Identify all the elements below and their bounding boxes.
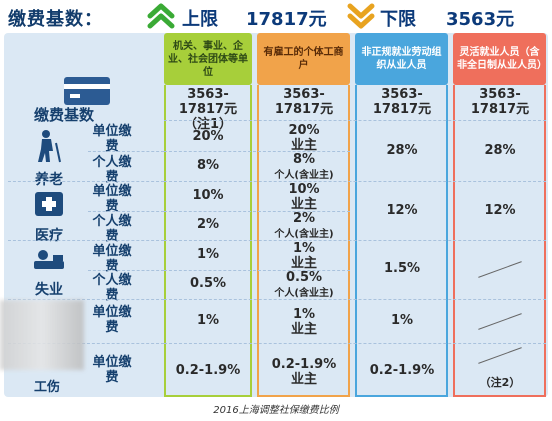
divider: [8, 181, 164, 182]
row-label-injury: 工伤: [34, 380, 61, 395]
medical-personal-cell-2: 2% 个人(含业主): [261, 211, 347, 242]
unemployed-person-icon: [34, 250, 64, 269]
injury-cell-3: 0.2-1.9%: [369, 363, 435, 378]
pension-unit-cell-1: 20%: [192, 129, 224, 144]
medical-personal-cell-1: 2%: [196, 217, 220, 232]
header-bar: 缴费基数： 上限 17817元 下限 3563元: [0, 0, 552, 34]
unemp-cell-3: 1.5%: [383, 261, 421, 276]
pension-cell-3: 28%: [386, 143, 418, 158]
column-body-3: [355, 85, 448, 397]
row-divider: [164, 120, 546, 121]
pension-cell-4: 28%: [484, 143, 516, 158]
maternity-unit-label: 单位缴费: [92, 305, 132, 335]
row-divider: [164, 343, 546, 344]
row-divider: [164, 299, 546, 300]
unemp-personal-payer: 个人(含业主): [274, 288, 334, 299]
unemployment-category: 失业: [24, 249, 74, 299]
unemp-unit-cell-2: 1% 业主: [261, 241, 347, 271]
base-cell-3: 3563-17817元: [372, 87, 432, 117]
medical-unit-cell-1: 10%: [192, 188, 224, 203]
contribution-table: 缴费基数 养老 单位缴费 个人缴费 医疗: [4, 33, 548, 397]
upper-limit-value: 17817元: [246, 9, 327, 30]
pension-personal-cell-2: 8% 个人(含业主): [261, 152, 347, 183]
column-header-informal-employment: 非正规就业劳动组织从业人员: [355, 33, 448, 85]
medical-unit-payer: 业主: [290, 197, 317, 212]
lower-limit-label: 下限: [380, 9, 416, 30]
pension-unit-label: 单位缴费: [92, 124, 132, 154]
base-cell-1: 3563-17817元（注1）: [178, 87, 238, 132]
elderly-icon: [38, 130, 61, 163]
maternity-unit-cell-2: 1% 业主: [261, 307, 347, 337]
injury-unit-rate: 0.2-1.9%: [271, 357, 337, 372]
column-body-2: [257, 85, 350, 397]
medical-personal-rate: 2%: [292, 211, 316, 226]
upper-limit-label: 上限: [182, 9, 218, 30]
injury-cell-4-note: （注2）: [479, 376, 521, 389]
unemp-unit-rate: 1%: [292, 241, 316, 256]
row-label-pension: 养老: [35, 172, 63, 188]
unemp-personal-rate: 0.5%: [285, 270, 323, 285]
pension-unit-payer: 业主: [290, 138, 317, 153]
medical-cell-4: 12%: [484, 203, 516, 218]
injury-unit-cell-2: 0.2-1.9% 业主: [261, 357, 347, 387]
divider: [88, 270, 164, 271]
row-divider: [164, 211, 350, 212]
card-icon: [64, 77, 110, 105]
row-label-medical: 医疗: [35, 228, 63, 244]
maternity-unit-payer: 业主: [290, 322, 317, 337]
unemp-unit-cell-1: 1%: [196, 247, 220, 262]
maternity-unit-rate: 1%: [292, 307, 316, 322]
injury-unit-cell-1: 0.2-1.9%: [175, 363, 241, 378]
row-label-unemployment: 失业: [35, 282, 63, 298]
divider: [88, 211, 164, 212]
divider: [8, 343, 164, 344]
image-caption: 2016上海调整社保缴费比例: [213, 405, 339, 416]
pension-category: 养老: [24, 129, 74, 189]
column-body-4: [453, 85, 546, 397]
row-label-base: 缴费基数: [34, 106, 95, 124]
pension-unit-rate: 20%: [288, 123, 320, 138]
divider: [88, 151, 164, 152]
divider: [8, 240, 164, 241]
row-divider: [164, 270, 350, 271]
medical-unit-label: 单位缴费: [92, 184, 132, 214]
base-heading: 缴费基数：: [8, 9, 103, 30]
pension-unit-cell-2: 20% 业主: [261, 123, 347, 153]
maternity-unit-cell-1: 1%: [196, 313, 220, 328]
row-divider: [164, 240, 546, 241]
pension-personal-payer: 个人(含业主): [274, 170, 334, 181]
medical-personal-payer: 个人(含业主): [274, 229, 334, 240]
unemp-unit-payer: 业主: [290, 256, 317, 271]
base-cell-2: 3563-17817元: [274, 87, 334, 117]
medical-unit-cell-2: 10% 业主: [261, 182, 347, 212]
pension-personal-rate: 8%: [292, 152, 316, 167]
pension-personal-cell-1: 8%: [196, 158, 220, 173]
row-divider: [164, 151, 350, 152]
base-cell-4: 3563-17817元: [470, 87, 530, 117]
medical-cell-3: 12%: [386, 203, 418, 218]
column-body-1: [164, 85, 252, 397]
row-divider: [164, 181, 546, 182]
medical-cross-icon: [35, 192, 63, 216]
column-header-flexible-employment: 灵活就业人员（含非全日制从业人员）: [453, 33, 547, 85]
lower-limit-value: 3563元: [446, 9, 515, 30]
divider: [8, 299, 164, 300]
unemp-personal-cell-1: 0.5%: [189, 276, 227, 291]
maternity-cell-3: 1%: [390, 313, 414, 328]
injury-unit-label: 单位缴费: [92, 355, 132, 385]
medical-category: 医疗: [24, 189, 74, 245]
column-header-individual-business: 有雇工的个体工商户: [257, 33, 350, 85]
row-header-column: 缴费基数 养老 单位缴费 个人缴费 医疗: [4, 33, 164, 397]
double-chevron-up-icon: [147, 3, 175, 29]
unemp-personal-cell-2: 0.5% 个人(含业主): [261, 270, 347, 301]
injury-unit-payer: 业主: [290, 372, 317, 387]
blurred-region: [0, 300, 84, 370]
double-chevron-down-icon: [347, 3, 375, 29]
column-header-institutions: 机关、事业、企业、社会团体等单位: [164, 33, 252, 85]
medical-unit-rate: 10%: [288, 182, 320, 197]
